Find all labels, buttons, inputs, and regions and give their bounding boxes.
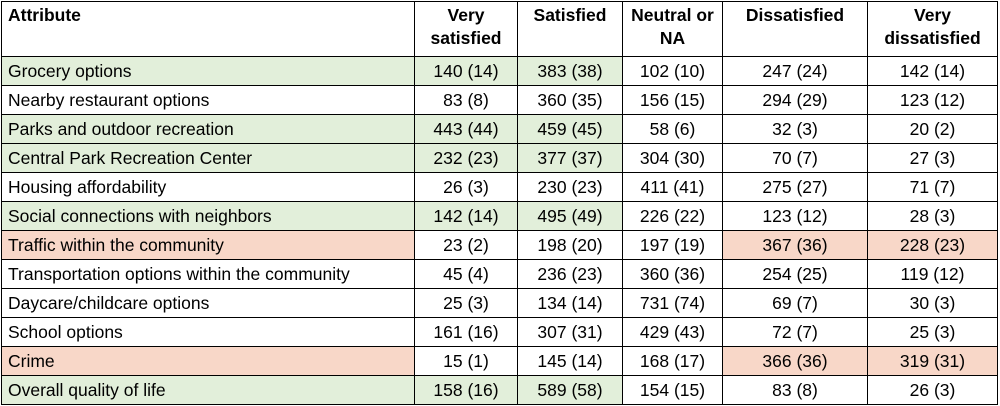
table-row: Crime 15 (1) 145 (14) 168 (17) 366 (36) 319 (… bbox=[1, 346, 998, 376]
dissatisfied-cell: 72 (7) bbox=[722, 317, 868, 347]
dissatisfied-cell: 367 (36) bbox=[722, 230, 868, 260]
table-row: Daycare/childcare options 25 (3) 134 (14) 7… bbox=[1, 288, 998, 318]
dissatisfied-cell: 123 (12) bbox=[722, 201, 868, 231]
table-row: Transportation options within the commun… bbox=[1, 259, 998, 289]
attribute-cell: Transportation options within the commun… bbox=[1, 259, 415, 289]
very-dissatisfied-cell: 25 (3) bbox=[867, 317, 998, 347]
very-satisfied-cell: 140 (14) bbox=[414, 56, 518, 86]
attribute-cell: Overall quality of life bbox=[1, 375, 415, 405]
attribute-cell: School options bbox=[1, 317, 415, 347]
neutral-cell: 411 (41) bbox=[622, 172, 723, 202]
very-dissatisfied-cell: 142 (14) bbox=[867, 56, 998, 86]
satisfied-cell: 307 (31) bbox=[517, 317, 623, 347]
dissatisfied-cell: 70 (7) bbox=[722, 143, 868, 173]
very-dissatisfied-cell: 30 (3) bbox=[867, 288, 998, 318]
header-satisfied: Satisfied bbox=[517, 1, 623, 57]
very-dissatisfied-cell: 26 (3) bbox=[867, 375, 998, 405]
dissatisfied-cell: 294 (29) bbox=[722, 85, 868, 115]
table-row: Overall quality of life 158 (16) 589 (58) 1… bbox=[1, 375, 998, 405]
attribute-cell: Housing affordability bbox=[1, 172, 415, 202]
very-satisfied-cell: 161 (16) bbox=[414, 317, 518, 347]
satisfied-cell: 383 (38) bbox=[517, 56, 623, 86]
header-very-dissatisfied: Very dissatisfied bbox=[867, 1, 998, 57]
header-attribute: Attribute bbox=[1, 1, 415, 57]
dissatisfied-cell: 254 (25) bbox=[722, 259, 868, 289]
very-dissatisfied-cell: 119 (12) bbox=[867, 259, 998, 289]
very-satisfied-cell: 443 (44) bbox=[414, 114, 518, 144]
very-satisfied-cell: 158 (16) bbox=[414, 375, 518, 405]
neutral-cell: 58 (6) bbox=[622, 114, 723, 144]
very-satisfied-cell: 25 (3) bbox=[414, 288, 518, 318]
table-row: Housing affordability 26 (3) 230 (23) 411 (… bbox=[1, 172, 998, 202]
very-satisfied-cell: 142 (14) bbox=[414, 201, 518, 231]
very-satisfied-cell: 83 (8) bbox=[414, 85, 518, 115]
attribute-cell: Social connections with neighbors bbox=[1, 201, 415, 231]
dissatisfied-cell: 83 (8) bbox=[722, 375, 868, 405]
satisfied-cell: 360 (35) bbox=[517, 85, 623, 115]
neutral-cell: 102 (10) bbox=[622, 56, 723, 86]
table-row: Social connections with neighbors 142 (14… bbox=[1, 201, 998, 231]
satisfied-cell: 230 (23) bbox=[517, 172, 623, 202]
attribute-cell: Traffic within the community bbox=[1, 230, 415, 260]
neutral-cell: 731 (74) bbox=[622, 288, 723, 318]
attribute-cell: Crime bbox=[1, 346, 415, 376]
table-row: Grocery options 140 (14) 383 (38) 102 (10) 2… bbox=[1, 56, 998, 86]
dissatisfied-cell: 32 (3) bbox=[722, 114, 868, 144]
attribute-cell: Grocery options bbox=[1, 56, 415, 86]
neutral-cell: 197 (19) bbox=[622, 230, 723, 260]
very-dissatisfied-cell: 27 (3) bbox=[867, 143, 998, 173]
header-very-satisfied: Very satisfied bbox=[414, 1, 518, 57]
header-dissatisfied: Dissatisfied bbox=[722, 1, 868, 57]
neutral-cell: 429 (43) bbox=[622, 317, 723, 347]
attribute-cell: Nearby restaurant options bbox=[1, 85, 415, 115]
satisfied-cell: 495 (49) bbox=[517, 201, 623, 231]
dissatisfied-cell: 275 (27) bbox=[722, 172, 868, 202]
header-row: Attribute Very satisfied Satisfied Neutr… bbox=[1, 1, 998, 57]
neutral-cell: 304 (30) bbox=[622, 143, 723, 173]
very-dissatisfied-cell: 228 (23) bbox=[867, 230, 998, 260]
very-dissatisfied-cell: 123 (12) bbox=[867, 85, 998, 115]
table-row: Nearby restaurant options 83 (8) 360 (35) 1… bbox=[1, 85, 998, 115]
attribute-cell: Parks and outdoor recreation bbox=[1, 114, 415, 144]
satisfied-cell: 377 (37) bbox=[517, 143, 623, 173]
very-dissatisfied-cell: 20 (2) bbox=[867, 114, 998, 144]
table-row: Parks and outdoor recreation 443 (44) 459 … bbox=[1, 114, 998, 144]
neutral-cell: 226 (22) bbox=[622, 201, 723, 231]
satisfied-cell: 145 (14) bbox=[517, 346, 623, 376]
table-row: Central Park Recreation Center 232 (23) 37… bbox=[1, 143, 998, 173]
very-dissatisfied-cell: 319 (31) bbox=[867, 346, 998, 376]
very-satisfied-cell: 15 (1) bbox=[414, 346, 518, 376]
header-neutral: Neutral or NA bbox=[622, 1, 723, 57]
very-satisfied-cell: 26 (3) bbox=[414, 172, 518, 202]
table-row: School options 161 (16) 307 (31) 429 (43) 72… bbox=[1, 317, 998, 347]
neutral-cell: 156 (15) bbox=[622, 85, 723, 115]
satisfied-cell: 236 (23) bbox=[517, 259, 623, 289]
neutral-cell: 360 (36) bbox=[622, 259, 723, 289]
attribute-cell: Daycare/childcare options bbox=[1, 288, 415, 318]
dissatisfied-cell: 69 (7) bbox=[722, 288, 868, 318]
satisfied-cell: 198 (20) bbox=[517, 230, 623, 260]
attribute-cell: Central Park Recreation Center bbox=[1, 143, 415, 173]
very-satisfied-cell: 23 (2) bbox=[414, 230, 518, 260]
very-dissatisfied-cell: 71 (7) bbox=[867, 172, 998, 202]
neutral-cell: 154 (15) bbox=[622, 375, 723, 405]
dissatisfied-cell: 247 (24) bbox=[722, 56, 868, 86]
satisfied-cell: 459 (45) bbox=[517, 114, 623, 144]
neutral-cell: 168 (17) bbox=[622, 346, 723, 376]
dissatisfied-cell: 366 (36) bbox=[722, 346, 868, 376]
satisfied-cell: 589 (58) bbox=[517, 375, 623, 405]
very-satisfied-cell: 45 (4) bbox=[414, 259, 518, 289]
very-satisfied-cell: 232 (23) bbox=[414, 143, 518, 173]
table-row: Traffic within the community 23 (2) 198 (2… bbox=[1, 230, 998, 260]
satisfied-cell: 134 (14) bbox=[517, 288, 623, 318]
very-dissatisfied-cell: 28 (3) bbox=[867, 201, 998, 231]
table-body: Grocery options 140 (14) 383 (38) 102 (10) 2… bbox=[1, 56, 998, 405]
